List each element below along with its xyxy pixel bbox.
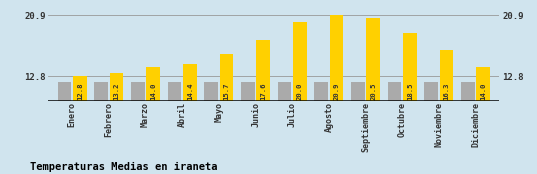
Bar: [293, 22, 307, 101]
Text: 20.0: 20.0: [297, 82, 303, 100]
Bar: [205, 82, 218, 101]
Bar: [220, 54, 234, 101]
Bar: [95, 82, 108, 101]
Text: 14.0: 14.0: [150, 82, 156, 100]
Text: 14.4: 14.4: [187, 82, 193, 100]
Bar: [183, 64, 197, 101]
Bar: [330, 15, 343, 101]
Bar: [131, 82, 144, 101]
Text: 13.2: 13.2: [113, 82, 120, 100]
Bar: [476, 67, 490, 101]
Bar: [314, 82, 328, 101]
Bar: [461, 82, 475, 101]
Bar: [257, 40, 270, 101]
Text: 20.9: 20.9: [333, 82, 339, 100]
Bar: [73, 76, 86, 101]
Bar: [168, 82, 182, 101]
Text: 18.5: 18.5: [407, 82, 413, 100]
Bar: [147, 67, 160, 101]
Bar: [440, 50, 453, 101]
Bar: [351, 82, 365, 101]
Bar: [403, 33, 417, 101]
Text: 12.8: 12.8: [77, 82, 83, 100]
Bar: [366, 18, 380, 101]
Bar: [57, 82, 71, 101]
Text: 14.0: 14.0: [480, 82, 487, 100]
Bar: [110, 73, 124, 101]
Bar: [241, 82, 255, 101]
Text: 17.6: 17.6: [260, 82, 266, 100]
Text: 15.7: 15.7: [223, 82, 229, 100]
Bar: [278, 82, 291, 101]
Text: 20.5: 20.5: [370, 82, 376, 100]
Bar: [424, 82, 438, 101]
Text: Temperaturas Medias en iraneta: Temperaturas Medias en iraneta: [30, 162, 217, 172]
Text: 16.3: 16.3: [444, 82, 449, 100]
Bar: [388, 82, 401, 101]
